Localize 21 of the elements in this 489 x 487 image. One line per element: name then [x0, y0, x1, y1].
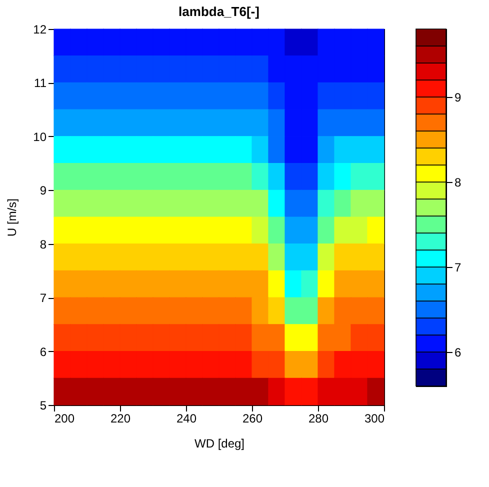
y-tick-label: 6 — [40, 344, 47, 359]
color-bar-label: 8 — [454, 176, 462, 190]
y-axis-title: U [m/s] — [5, 198, 20, 236]
x-tick-label: 200 — [54, 412, 75, 426]
y-tick-label: 9 — [40, 184, 47, 198]
y-tick-label: 7 — [40, 291, 47, 306]
x-axis-title: WD [deg] — [194, 436, 245, 450]
color-bar-label: 9 — [454, 90, 462, 104]
color-bar-label: 6 — [454, 346, 462, 360]
x-tick-label: 260 — [242, 412, 263, 426]
color-bar-label: 7 — [454, 260, 462, 274]
x-tick-label: 240 — [176, 412, 197, 426]
y-tick-label: 8 — [40, 237, 47, 252]
x-tick-label: 300 — [364, 412, 385, 426]
y-tick-label: 11 — [34, 76, 47, 90]
x-tick-label: 220 — [110, 412, 131, 426]
y-tick-label: 5 — [40, 398, 47, 412]
y-tick-label: 12 — [33, 22, 47, 36]
chart-title: lambda_T6[-] — [178, 4, 260, 19]
y-tick-label: 10 — [33, 130, 47, 144]
x-tick-label: 280 — [308, 412, 329, 426]
